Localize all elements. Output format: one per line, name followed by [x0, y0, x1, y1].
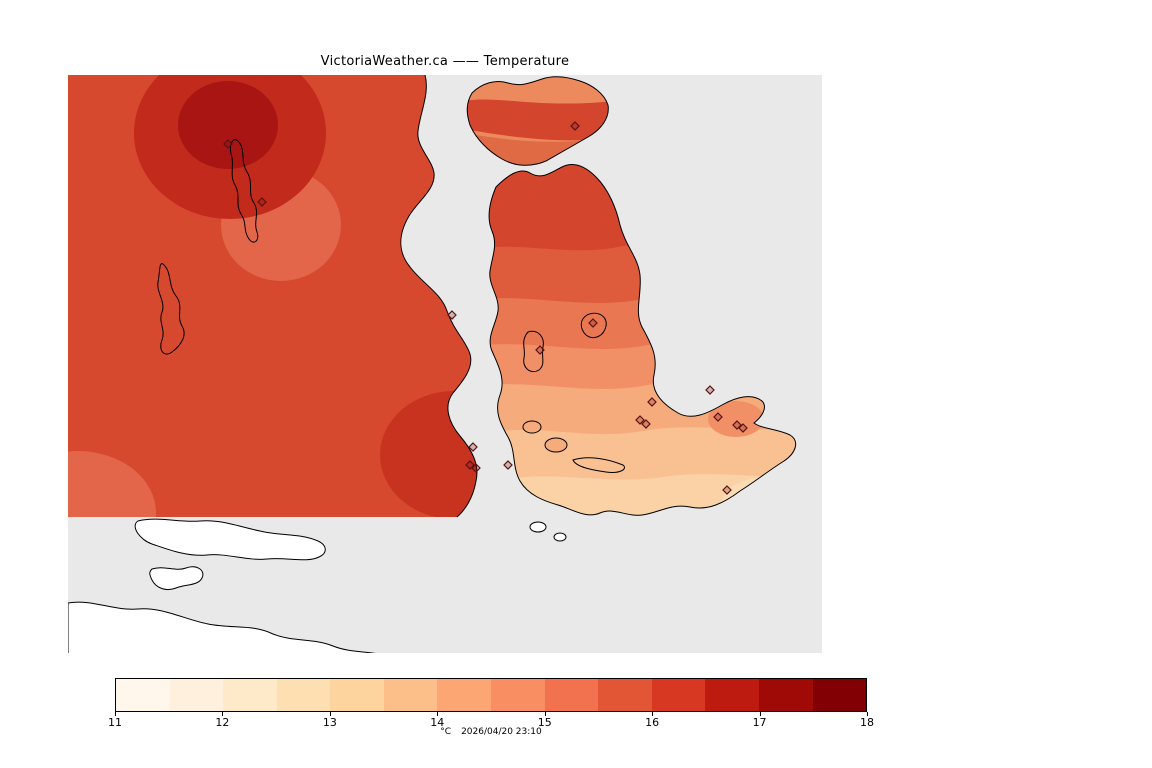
channel-island: [544, 437, 568, 453]
station-marker: [447, 310, 457, 320]
contour-dark-blob: [380, 391, 477, 517]
contour-hot-core: [178, 81, 278, 169]
station-marker: [705, 385, 715, 395]
colorbar-tick-mark: [544, 712, 546, 716]
units-label: °C: [440, 727, 452, 737]
coastline-west: [400, 75, 478, 518]
colorbar-segment: [383, 679, 438, 711]
colorbar-segment: [491, 679, 545, 711]
lake-outline: [230, 139, 259, 243]
station-marker: [641, 419, 651, 429]
colorbar-tick-label: 12: [215, 716, 230, 729]
station-marker: [471, 463, 481, 473]
station-marker: [647, 397, 657, 407]
colorbar-gradient: [115, 678, 867, 712]
station-marker: [503, 460, 513, 470]
contour-corner-patch: [68, 451, 156, 517]
channel-island: [522, 420, 542, 434]
outside-land-island: [553, 532, 567, 542]
contour-east-warm-spot: [708, 401, 764, 437]
colorbar: 11 12 13 14 15 16 17 18: [108, 678, 874, 734]
colorbar-tick-label: 15: [537, 716, 552, 729]
coastline-peninsula: [488, 164, 797, 516]
station-marker: [732, 420, 742, 430]
station-marker: [257, 197, 267, 207]
colorbar-segment: [758, 679, 813, 711]
station-marker: [738, 423, 748, 433]
station-marker: [465, 460, 475, 470]
lake-outline: [157, 263, 185, 355]
colorbar-segment: [651, 679, 706, 711]
colorbar-segment: [544, 679, 599, 711]
colorbar-segment: [598, 679, 652, 711]
outside-land-island: [149, 566, 204, 591]
colorbar-tick-label: 13: [322, 716, 337, 729]
colorbar-segment: [705, 679, 759, 711]
colorbar-tick-label: 11: [108, 716, 122, 729]
station-markers: [223, 121, 748, 495]
colorbar-ticks: 11 12 13 14 15 16 17 18: [108, 712, 874, 732]
colorbar-segment: [276, 679, 331, 711]
colorbar-tick-label: 17: [752, 716, 767, 729]
station-marker: [722, 485, 732, 495]
colorbar-tick-mark: [222, 712, 224, 716]
contour-field-west: [68, 75, 477, 517]
lake-outline: [580, 312, 607, 339]
station-marker: [468, 442, 478, 452]
colorbar-caption: °C 2026/04/20 23:10: [115, 727, 867, 737]
temperature-map: [68, 75, 822, 653]
colorbar-tick-mark: [329, 712, 331, 716]
station-marker: [635, 415, 645, 425]
colorbar-segment: [223, 679, 277, 711]
outside-land-mainland: [68, 601, 376, 653]
colorbar-segment: [116, 679, 170, 711]
lake-outline: [523, 330, 544, 373]
colorbar-segment: [437, 679, 492, 711]
outside-land-island: [529, 521, 547, 533]
colorbar-tick-mark: [759, 712, 761, 716]
colorbar-segment: [812, 679, 867, 711]
coastline-north-island: [466, 76, 609, 166]
station-marker: [223, 139, 233, 149]
outside-land-island: [134, 518, 326, 561]
colorbar-segment: [330, 679, 384, 711]
colorbar-tick-label: 14: [430, 716, 445, 729]
timestamp: 2026/04/20 23:10: [461, 727, 542, 737]
colorbar-tick-mark: [115, 712, 116, 716]
page-title: VictoriaWeather.ca —— Temperature: [320, 54, 570, 69]
colorbar-tick-mark: [652, 712, 654, 716]
colorbar-tick-mark: [867, 712, 868, 716]
station-marker: [535, 345, 545, 355]
colorbar-tick-label: 16: [645, 716, 660, 729]
station-marker: [588, 318, 598, 328]
station-marker: [570, 121, 580, 131]
colorbar-tick-label: 18: [860, 716, 874, 729]
channel-island: [572, 457, 625, 473]
station-marker: [713, 412, 723, 422]
colorbar-segment: [169, 679, 224, 711]
colorbar-tick-mark: [437, 712, 439, 716]
